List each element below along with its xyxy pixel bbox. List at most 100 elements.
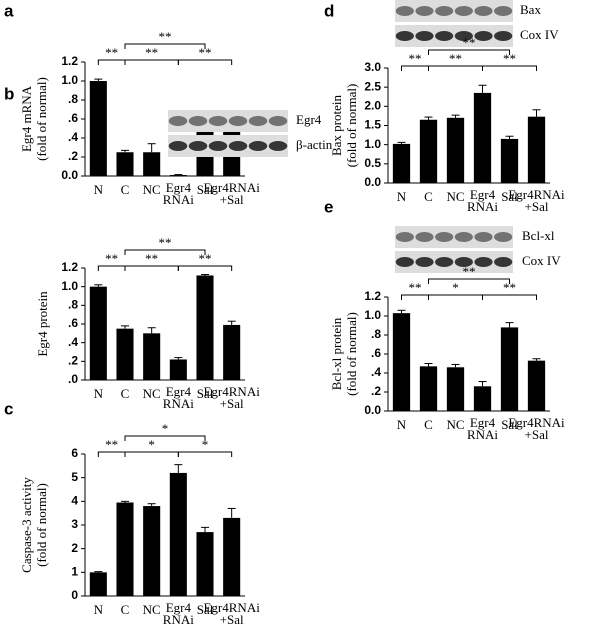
bar (116, 152, 134, 176)
blot-band (395, 257, 414, 267)
significance-bracket (124, 265, 179, 271)
bar (419, 119, 438, 183)
blot-band (494, 6, 513, 16)
x-tick-label: NC (143, 386, 161, 401)
bar (169, 472, 187, 596)
bar (143, 506, 161, 596)
significance-label: ** (159, 29, 172, 44)
significance-bracket (401, 65, 429, 71)
panel-label: e (324, 197, 333, 216)
bar (89, 572, 107, 596)
y-tick-label: .8 (68, 298, 78, 312)
bar (527, 116, 546, 183)
significance-label: ** (449, 51, 462, 66)
blot-strip (395, 226, 513, 248)
blot-band (435, 6, 454, 16)
x-tick-label: Egr4RNAi +Sal (203, 180, 260, 207)
y-tick-label: 2.0 (364, 99, 381, 113)
bar (143, 152, 161, 176)
significance-bracket (97, 265, 126, 271)
significance-bracket (97, 451, 126, 457)
x-tick-label: C (121, 182, 130, 197)
x-tick-label-line: RNAi (467, 427, 498, 442)
x-tick-label-line: Egr4RNAi (203, 600, 260, 615)
x-tick-label: Egr4RNAi +Sal (203, 384, 260, 411)
significance-label: ** (409, 280, 422, 295)
x-tick-label: Egr4RNAi +Sal (508, 187, 565, 214)
significance-label: ** (199, 251, 212, 266)
significance-label: * (148, 437, 155, 452)
y-tick-label: 3.0 (364, 60, 381, 74)
significance-bracket (124, 43, 206, 49)
significance-label: ** (105, 251, 118, 266)
panel-label: d (324, 1, 334, 20)
y-tick-label: .6 (68, 111, 78, 125)
blot-strip (395, 25, 513, 47)
blot-label: Cox IV (522, 253, 561, 268)
x-tick-label: N (397, 417, 407, 432)
y-tick-label: .8 (371, 327, 381, 341)
y-axis-label: Bcl-xl protein (329, 317, 344, 390)
y-tick-label: 1.2 (364, 289, 381, 303)
blot-band (494, 257, 513, 267)
y-tick-label: 1.0 (364, 137, 381, 151)
y-tick-label: 1.0 (364, 308, 381, 322)
x-tick-label: C (424, 417, 433, 432)
y-tick-label: 3 (71, 517, 78, 531)
blot-band (188, 141, 208, 151)
bar (196, 275, 214, 380)
y-tick-label: 1.0 (61, 279, 78, 293)
blot-band (494, 31, 513, 41)
blot-band (168, 141, 188, 151)
blot-band (454, 31, 473, 41)
x-tick-label: Egr4 RNAi (467, 415, 498, 442)
blot-strip (168, 110, 288, 132)
significance-bracket (428, 49, 510, 55)
blot-label: Bax (520, 2, 541, 17)
blot-band (474, 232, 493, 242)
y-tick-label: .2 (68, 149, 78, 163)
significance-bracket (428, 278, 510, 284)
blot-label: Cox IV (520, 27, 559, 42)
blot-band (268, 116, 288, 126)
x-tick-label-line: RNAi (467, 199, 498, 214)
significance-label: ** (463, 35, 476, 50)
significance-label: * (202, 437, 209, 452)
blot-label: β-actin (296, 137, 333, 152)
blot-strip (168, 135, 288, 157)
bar (196, 532, 214, 596)
x-tick-label-line: Egr4 (166, 180, 192, 195)
x-tick-label: NC (446, 189, 464, 204)
blot-band (395, 232, 414, 242)
x-tick-label: Sal (197, 602, 214, 617)
bar (89, 286, 107, 380)
x-tick-label: Egr4 RNAi (163, 384, 194, 411)
x-tick-label: NC (143, 602, 161, 617)
y-tick-label: .6 (68, 316, 78, 330)
bar (473, 386, 492, 411)
x-tick-label: N (397, 189, 407, 204)
blot-band (415, 257, 434, 267)
y-tick-label: 0.0 (364, 175, 381, 189)
x-tick-label: Egr4RNAi +Sal (203, 600, 260, 627)
bar (392, 313, 411, 411)
blot-label: Bcl-xl (522, 228, 555, 243)
bar (89, 81, 107, 176)
y-tick-label: 1.2 (61, 54, 78, 68)
x-tick-label-line: Egr4RNAi (508, 415, 565, 430)
significance-label: * (452, 280, 459, 295)
bar (446, 117, 465, 183)
y-tick-label: 1 (71, 565, 78, 579)
x-tick-label: N (94, 386, 104, 401)
x-tick-label: NC (446, 417, 464, 432)
y-axis-label: Caspase-3 activity (19, 477, 34, 573)
x-tick-label-line: Egr4RNAi (203, 180, 260, 195)
bar (169, 175, 187, 176)
blot-band (395, 31, 414, 41)
x-tick-label: Egr4 RNAi (163, 180, 194, 207)
blot-band (228, 141, 248, 151)
blot-band (454, 257, 473, 267)
x-tick-label: N (94, 182, 104, 197)
significance-label: ** (145, 45, 158, 60)
